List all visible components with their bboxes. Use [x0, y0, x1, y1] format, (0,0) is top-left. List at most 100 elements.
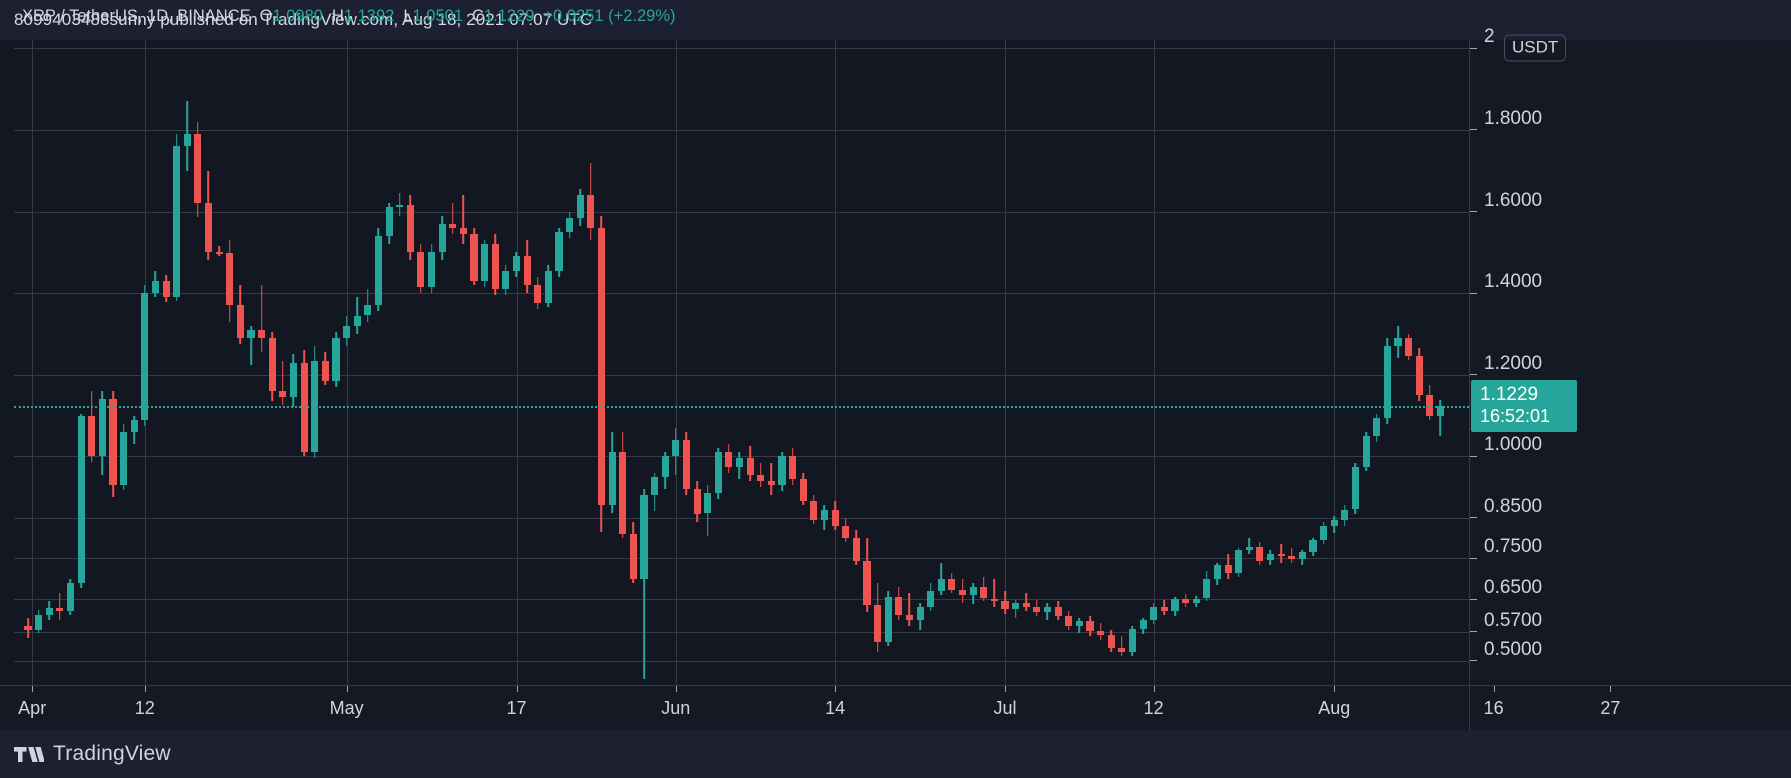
time-tick-mark: [1610, 686, 1612, 692]
candlestick: [799, 40, 807, 685]
candlestick-wick: [250, 325, 252, 365]
candlestick: [905, 40, 914, 685]
candlestick: [1245, 40, 1253, 685]
chart-container: 2 USDT 1.8000 1.6000 1.4000 1.2000 1.0000 0.850…: [0, 26, 1791, 730]
candlestick: [1351, 40, 1360, 685]
candlestick-body: [1182, 599, 1190, 604]
candlestick-body: [661, 456, 669, 477]
plot-area[interactable]: [14, 40, 1469, 685]
candlestick: [141, 40, 149, 685]
candlestick: [45, 40, 53, 685]
candlestick-body: [587, 195, 595, 228]
candlestick-wick: [59, 593, 61, 620]
candlestick: [1266, 40, 1275, 685]
candlestick-body: [502, 270, 510, 289]
candlestick: [831, 40, 839, 685]
candlestick: [693, 40, 701, 685]
time-tick-label: 12: [134, 698, 155, 718]
candlestick-wick: [1248, 538, 1251, 555]
candlestick: [1277, 40, 1285, 685]
candlestick-body: [88, 415, 96, 457]
legend-symbol[interactable]: XRP / TetherUS, 1D, BINANCE: [22, 7, 251, 25]
candlestick: [396, 40, 404, 685]
candlestick-body: [895, 597, 903, 615]
candlestick-body: [884, 597, 892, 643]
time-tick-label: 17: [506, 698, 527, 718]
candlestick: [990, 40, 998, 685]
candlestick-body: [831, 509, 839, 526]
legend-low-label: L: [403, 7, 413, 25]
candlestick: [88, 40, 96, 685]
candlestick-body: [757, 474, 765, 481]
candlestick-body: [842, 525, 850, 538]
candlestick-body: [1213, 564, 1221, 579]
candlestick: [661, 40, 669, 685]
candlestick: [778, 40, 786, 685]
candlestick: [1288, 40, 1296, 685]
candlestick: [1118, 40, 1126, 685]
candlestick: [1128, 40, 1137, 685]
candlestick: [555, 40, 563, 685]
candlestick: [162, 40, 170, 685]
candlestick: [343, 40, 351, 685]
candlestick-body: [1192, 598, 1200, 604]
candlestick-body: [353, 315, 361, 326]
candlestick: [1256, 40, 1264, 685]
candlestick: [1150, 40, 1158, 685]
candlestick-body: [396, 205, 404, 208]
candlestick-body: [789, 456, 797, 479]
candlestick: [1012, 40, 1020, 685]
price-tick-label: 1.2000: [1484, 352, 1543, 374]
candlestick-body: [980, 587, 988, 599]
candlestick-body: [1033, 607, 1041, 613]
candlestick-body: [1065, 615, 1073, 626]
candlestick-body: [35, 614, 43, 630]
candlestick: [1405, 40, 1413, 685]
last-price-badge[interactable]: 1.1229 16:52:01: [1471, 380, 1577, 433]
candlestick-body: [1256, 547, 1264, 561]
candlestick-body: [1075, 620, 1083, 626]
time-tick-label: 14: [825, 698, 846, 718]
candlestick: [820, 40, 829, 685]
price-tick-label: 0.5000: [1484, 638, 1543, 660]
time-scale[interactable]: Apr 12 May 17 Jun 14 Jul 12 Aug 16 27: [0, 685, 1791, 730]
candlestick-body: [778, 456, 786, 485]
candlestick-body: [725, 452, 733, 467]
candlestick-body: [449, 223, 457, 228]
candlestick-body: [916, 606, 924, 620]
price-tick-mark: [1470, 47, 1477, 49]
candlestick-body: [428, 252, 436, 287]
time-tick-label: Jul: [993, 698, 1017, 718]
price-tick-label: 0.7500: [1484, 536, 1543, 558]
candlestick-body: [1086, 620, 1094, 632]
candlestick: [491, 40, 499, 685]
candlestick-body: [1235, 550, 1243, 573]
candlestick: [289, 40, 298, 685]
candlestick-body: [120, 431, 128, 485]
candlestick-body: [576, 195, 584, 218]
candlestick-body: [555, 231, 563, 271]
candlestick: [1022, 40, 1030, 685]
candlestick-body: [77, 415, 85, 583]
candlestick-body: [512, 256, 521, 271]
price-tick-mark: [1470, 129, 1477, 131]
candlestick-body: [98, 399, 106, 457]
currency-badge[interactable]: USDT: [1504, 34, 1567, 62]
legend-change: +0.0251 (+2.29%): [543, 7, 676, 25]
candlestick-body: [364, 305, 372, 316]
candlestick-body: [1298, 552, 1306, 560]
candlestick: [279, 40, 287, 685]
candlestick: [863, 40, 871, 685]
candlestick: [619, 40, 627, 685]
price-tick-label: 1.6000: [1484, 189, 1543, 211]
candlestick: [1394, 40, 1402, 685]
price-scale[interactable]: 2 USDT 1.8000 1.6000 1.4000 1.2000 1.0000 0.850…: [1469, 26, 1791, 685]
candlestick-body: [258, 329, 266, 338]
candlestick-wick: [770, 462, 773, 496]
candlestick-body: [162, 280, 170, 298]
candlestick: [640, 40, 648, 685]
ohlc-legend: XRP / TetherUS, 1D, BINANCE O 1.0980 H 1…: [22, 7, 676, 26]
candlestick: [120, 40, 128, 685]
candlestick: [874, 40, 882, 685]
candlestick: [757, 40, 765, 685]
